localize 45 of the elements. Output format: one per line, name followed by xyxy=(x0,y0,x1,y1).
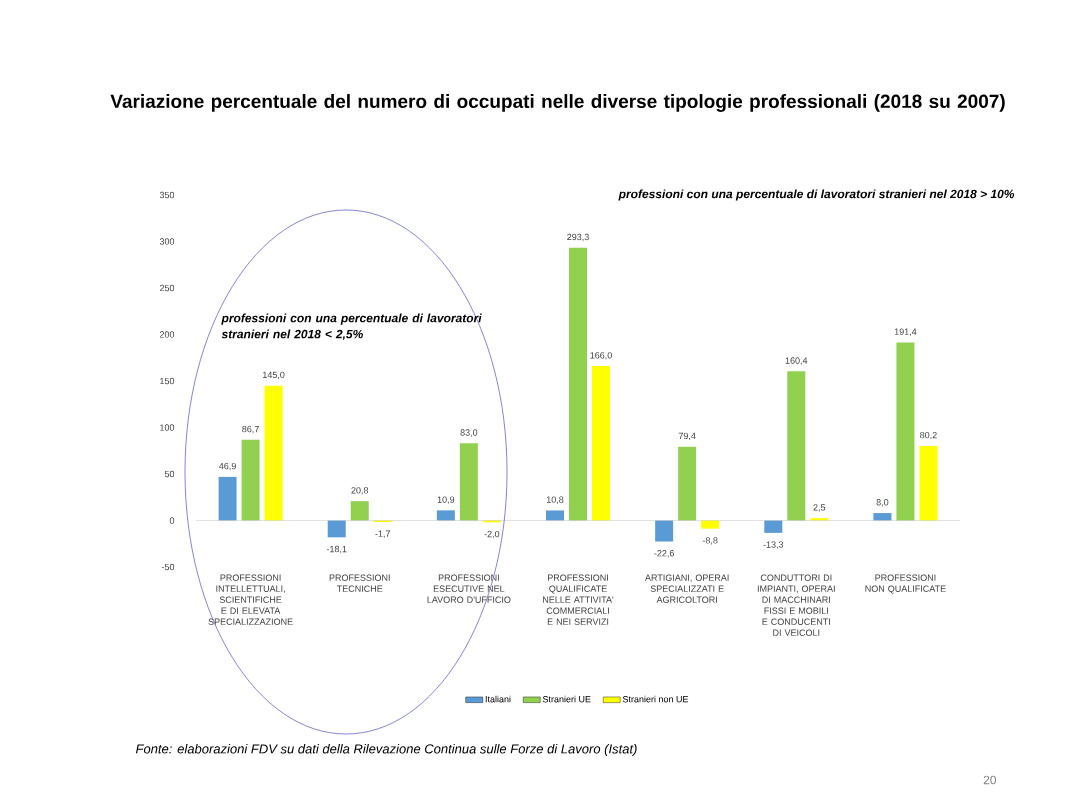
data-label: 10,8 xyxy=(546,496,564,504)
data-label: 83,0 xyxy=(460,429,478,437)
text: 20 xyxy=(983,775,997,785)
data-label: 20,8 xyxy=(351,487,369,495)
data-label: -18,1 xyxy=(326,545,347,554)
legend-label: Italiani xyxy=(485,695,511,703)
data-label: 79,4 xyxy=(678,432,696,441)
annotation: professioni con una percentuale di lavoratori stranieri nel 2018 < 2,5% xyxy=(221,313,482,341)
y-tick-label: 200 xyxy=(159,331,175,338)
data-label: 10,9 xyxy=(437,496,455,504)
y-tick-label: 150 xyxy=(160,377,175,385)
data-label: 86,7 xyxy=(242,425,259,434)
data-label: -2,0 xyxy=(484,530,500,539)
data-label: 2,5 xyxy=(813,504,826,512)
annotation: professioni con una percentuale di lavoratori stranieri nel 2018 > 10% xyxy=(618,189,1015,201)
x-tick-label: ARTIGIANI, OPERAI SPECIALIZZATI E AGRICOLTORI xyxy=(644,574,729,603)
data-label: 160,4 xyxy=(785,357,808,365)
x-tick-label: PROFESSIONI ESECUTIVE NEL LAVORO D'UFFICIO xyxy=(427,574,511,603)
x-tick-label: PROFESSIONI QUALIFICATE NELLE ATTIVITA' COMMERCIALI E NEI SERVIZI xyxy=(543,574,614,625)
data-label: -13,3 xyxy=(763,541,784,549)
data-label: -1,7 xyxy=(375,530,391,538)
data-label: 293,3 xyxy=(567,233,589,242)
y-tick-label: 0 xyxy=(169,517,175,524)
legend-label: Stranieri UE xyxy=(542,695,591,703)
legend-label: Stranieri non UE xyxy=(622,695,689,703)
y-tick-label: 300 xyxy=(159,238,175,245)
chart-title: Variazione percentuale del numero di occupati nelle diverse tipologie professionali (2018 su 2007) xyxy=(110,94,1005,112)
x-tick-label: CONDUTTORI DI IMPIANTI, OPERAI DI MACCHINARI FISSI E MOBILI E CONDUCENTI DI VEICOLI xyxy=(757,574,835,636)
y-tick-label: 250 xyxy=(159,284,175,292)
data-label: 191,4 xyxy=(894,328,917,336)
data-label: 166,0 xyxy=(590,352,612,360)
data-label: 8,0 xyxy=(876,499,889,507)
data-label: 46,9 xyxy=(219,462,236,471)
data-label: -22,6 xyxy=(654,550,675,558)
data-label: 145,0 xyxy=(263,371,285,380)
source-note: Fonte: elaborazioni FDV su dati della Rilevazione Continua sulle Forze di Lavoro (Istat) xyxy=(135,743,637,757)
data-label: 80,2 xyxy=(920,431,937,440)
y-tick-label: -50 xyxy=(161,563,175,571)
data-label: -8,8 xyxy=(702,537,718,545)
y-tick-label: 50 xyxy=(164,470,175,478)
x-tick-label: PROFESSIONI TECNICHE xyxy=(329,574,390,592)
y-tick-label: 100 xyxy=(160,424,175,431)
x-tick-label: PROFESSIONI NON QUALIFICATE xyxy=(865,574,946,594)
x-tick-label: PROFESSIONI INTELLETTUALI, SCIENTIFICHE E DI ELEVATA SPECIALIZZAZIONE xyxy=(208,574,293,625)
y-tick-label: 350 xyxy=(159,191,175,199)
